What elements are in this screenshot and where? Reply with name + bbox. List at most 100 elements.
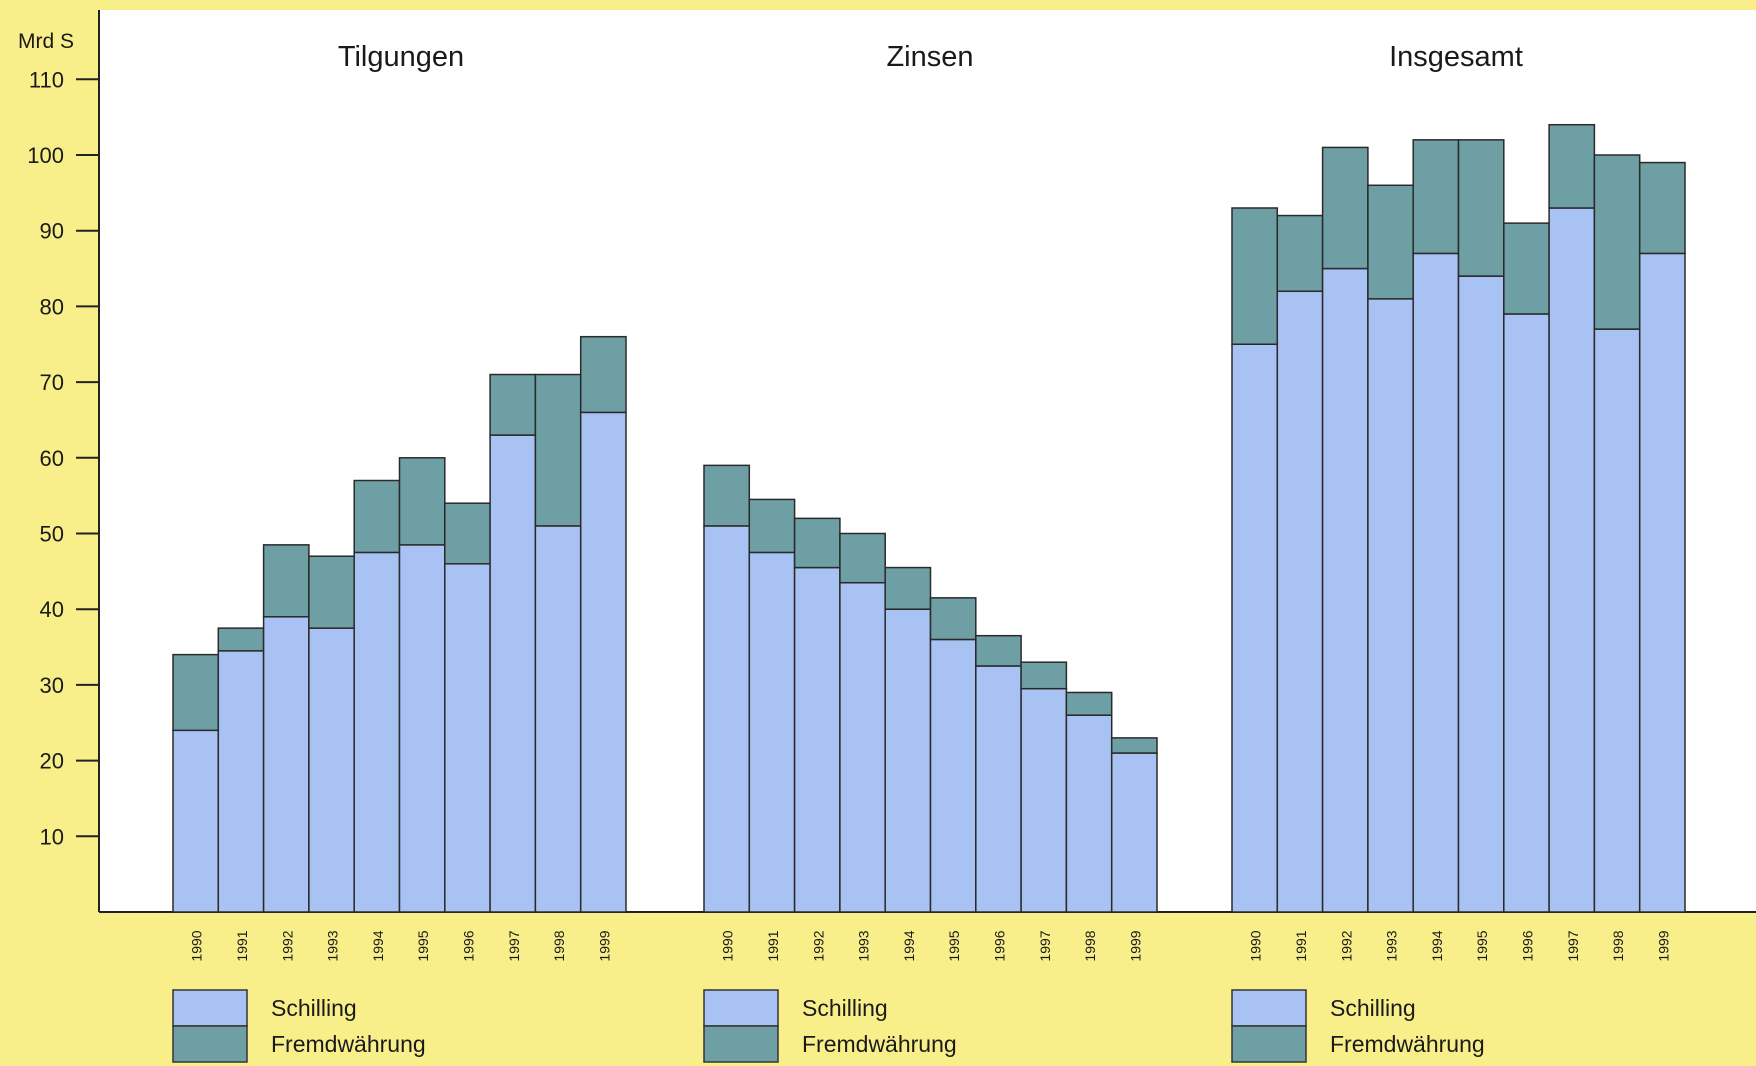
bar-schilling — [1321, 267, 1369, 913]
bar-schilling — [793, 566, 841, 913]
bar-fremdwaehrung — [884, 566, 932, 610]
bar-schilling — [975, 665, 1022, 913]
bar-fremdwaehrung — [1065, 691, 1113, 716]
bar-schilling — [1457, 275, 1505, 913]
x-tick-label: 1993 — [856, 930, 872, 961]
x-tick-label: 1998 — [551, 930, 567, 961]
bar-fremdwaehrung — [1593, 154, 1641, 330]
bar-fremdwaehrung — [1276, 214, 1324, 293]
bar-fremdwaehrung — [1548, 123, 1596, 209]
bar-fremdwaehrung — [1110, 737, 1158, 754]
legend-swatch-schilling — [172, 989, 248, 1027]
bar-fremdwaehrung — [172, 653, 220, 732]
x-tick-label: 1994 — [370, 930, 386, 961]
bar-fremdwaehrung — [703, 464, 751, 527]
bar-fremdwaehrung — [353, 479, 401, 554]
x-tick-label: 1997 — [1037, 930, 1053, 961]
bar-fremdwaehrung — [1231, 207, 1279, 345]
legend-label: Schilling — [271, 995, 357, 1021]
bar-fremdwaehrung — [1321, 146, 1369, 270]
bar-schilling — [884, 608, 932, 913]
bar-schilling — [308, 627, 355, 913]
bar-schilling — [1110, 752, 1158, 913]
bar-fremdwaehrung — [579, 335, 627, 414]
bar-schilling — [172, 729, 220, 913]
bar-fremdwaehrung — [748, 498, 796, 554]
y-tick-label: 40 — [40, 597, 64, 622]
bar-schilling — [262, 616, 310, 913]
x-tick-label: 1993 — [325, 930, 341, 961]
bar-fremdwaehrung — [262, 544, 310, 618]
x-tick-label: 1992 — [279, 930, 295, 961]
x-tick-label: 1999 — [1127, 930, 1143, 961]
y-tick-label: 110 — [29, 67, 64, 92]
bar-fremdwaehrung — [1367, 184, 1414, 300]
x-tick-label: 1995 — [415, 930, 431, 961]
x-tick-label: 1992 — [810, 930, 826, 961]
bar-fremdwaehrung — [1638, 161, 1686, 255]
x-tick-label: 1996 — [1519, 930, 1535, 961]
y-tick-label: 30 — [40, 673, 64, 698]
bar-schilling — [1231, 343, 1279, 913]
bar-fremdwaehrung — [308, 555, 355, 629]
y-tick-label: 10 — [40, 824, 64, 849]
bar-schilling — [489, 434, 537, 913]
x-tick-label: 1999 — [596, 930, 612, 961]
bar-schilling — [353, 551, 401, 913]
panel-title: Insgesamt — [1389, 41, 1523, 73]
x-tick-label: 1990 — [189, 930, 205, 961]
bar-schilling — [748, 551, 796, 913]
x-tick-label: 1997 — [1565, 930, 1581, 961]
x-tick-label: 1998 — [1610, 930, 1626, 961]
x-tick-label: 1991 — [234, 930, 250, 961]
bar-schilling — [1548, 207, 1596, 913]
y-tick-label: 20 — [40, 749, 64, 774]
bar-schilling — [1276, 290, 1324, 913]
bar-schilling — [534, 525, 582, 913]
bar-schilling — [703, 525, 751, 913]
bar-schilling — [1065, 714, 1113, 913]
legend-label: Schilling — [802, 995, 888, 1021]
bar-fremdwaehrung — [839, 532, 886, 584]
bar-fremdwaehrung — [444, 502, 491, 565]
x-tick-label: 1991 — [1293, 930, 1309, 961]
bar-schilling — [1593, 328, 1641, 913]
bar-fremdwaehrung — [1412, 139, 1460, 255]
legend-label: Fremdwährung — [802, 1031, 957, 1057]
x-tick-label: 1995 — [946, 930, 962, 961]
panel-title: Zinsen — [886, 41, 973, 73]
y-tick-label: 90 — [40, 219, 64, 244]
bar-fremdwaehrung — [534, 373, 582, 527]
bar-schilling — [1020, 687, 1068, 913]
bar-schilling — [929, 638, 977, 913]
x-tick-label: 1999 — [1655, 930, 1671, 961]
panel-title: Tilgungen — [338, 41, 464, 73]
legend-swatch-fremdwaehrung — [172, 1025, 248, 1063]
x-tick-label: 1998 — [1082, 930, 1098, 961]
x-tick-label: 1992 — [1338, 930, 1354, 961]
x-tick-label: 1991 — [765, 930, 781, 961]
x-tick-label: 1996 — [991, 930, 1007, 961]
x-tick-label: 1995 — [1474, 930, 1490, 961]
x-tick-label: 1990 — [1248, 930, 1264, 961]
x-tick-label: 1997 — [506, 930, 522, 961]
bar-schilling — [398, 544, 446, 913]
bar-schilling — [579, 411, 627, 913]
legend-label: Fremdwährung — [271, 1031, 426, 1057]
bar-fremdwaehrung — [398, 457, 446, 546]
bar-schilling — [1412, 252, 1460, 913]
y-tick-label: 70 — [40, 370, 64, 395]
bar-fremdwaehrung — [1457, 139, 1505, 277]
bar-fremdwaehrung — [1503, 222, 1550, 315]
y-axis-unit-label: Mrd S — [18, 30, 74, 53]
legend-swatch-schilling — [1231, 989, 1307, 1027]
legend-label: Fremdwährung — [1330, 1031, 1485, 1057]
legend-swatch-fremdwaehrung — [1231, 1025, 1307, 1063]
bar-fremdwaehrung — [489, 373, 537, 436]
bar-schilling — [839, 581, 886, 913]
bar-schilling — [217, 650, 265, 913]
legend-swatch-fremdwaehrung — [703, 1025, 779, 1063]
bar-fremdwaehrung — [929, 597, 977, 641]
bar-schilling — [1638, 252, 1686, 913]
x-tick-label: 1990 — [720, 930, 736, 961]
